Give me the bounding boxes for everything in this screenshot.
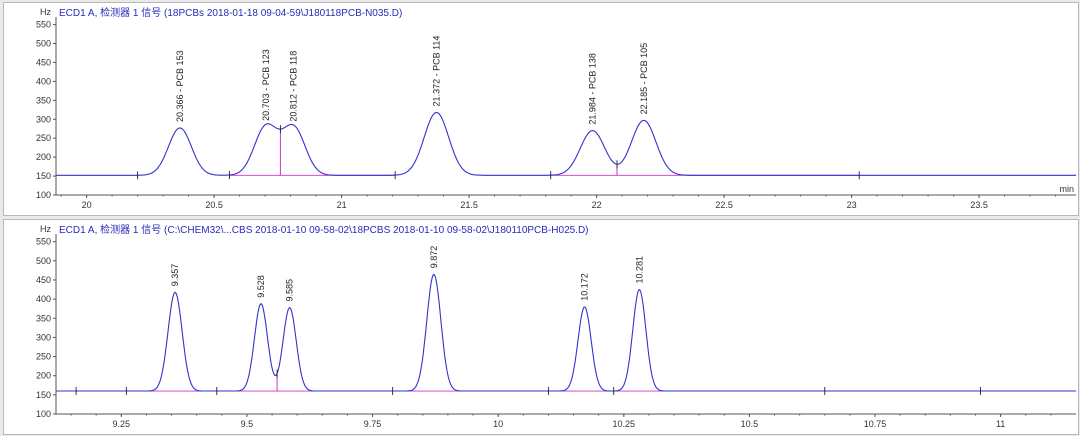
x-tick-label: 23 [847, 200, 857, 210]
x-axis-label: min [1059, 184, 1074, 194]
x-tick-label: 10.25 [613, 419, 636, 429]
y-tick-label: 250 [36, 133, 51, 143]
y-tick-label: 550 [36, 20, 51, 30]
signal-trace [56, 273, 1076, 392]
y-tick-label: 300 [36, 114, 51, 124]
y-axis-label: Hz [40, 7, 51, 17]
y-tick-label: 200 [36, 152, 51, 162]
chart-title: ECD1 A, 检测器 1 信号 (18PCBs 2018-01-18 09-0… [59, 8, 403, 19]
chromatogram-panel-1: ECD1 A, 检测器 1 信号 (18PCBs 2018-01-18 09-0… [3, 2, 1079, 216]
y-tick-label: 500 [36, 39, 51, 49]
x-tick-label: 22.5 [715, 200, 733, 210]
chromatogram-plot-1: 100 150 200 250 300 350 400 450 500 550 Hz 20 20.5 21… [36, 7, 1076, 210]
y-tick-label: 100 [36, 190, 51, 200]
x-tick-label: 9.75 [364, 419, 382, 429]
x-tick-label: 10 [493, 419, 503, 429]
peak-label: 10.281 [634, 256, 644, 284]
y-tick-label: 400 [36, 76, 51, 86]
x-tick-label: 22 [592, 200, 602, 210]
chromatogram-panel-2: ECD1 A, 检测器 1 信号 (C:\CHEM32\...CBS 2018-… [3, 219, 1079, 435]
x-tick-label: 20.5 [205, 200, 223, 210]
x-tick-label: 10.5 [741, 419, 759, 429]
x-tick-label: 20 [82, 200, 92, 210]
peak-label: 20.366 - PCB 153 [175, 50, 185, 122]
peak-label: 21.372 - PCB 114 [431, 36, 441, 107]
y-tick-label: 450 [36, 275, 51, 285]
peak-label: 20.812 - PCB 118 [289, 51, 299, 122]
signal-trace [56, 111, 1076, 176]
y-tick-label: 350 [36, 95, 51, 105]
y-tick-label: 150 [36, 171, 51, 181]
x-tick-label: 11 [996, 419, 1005, 429]
peak-label: 9.585 [285, 279, 295, 302]
peak-label: 20.703 - PCB 123 [261, 49, 271, 121]
peak-label: 9.357 [170, 264, 180, 287]
peak-label: 21.984 - PCB 138 [588, 53, 598, 125]
peak-label: 22.185 - PCB 105 [639, 43, 649, 115]
y-tick-label: 400 [36, 294, 51, 304]
chart-title: ECD1 A, 检测器 1 信号 (C:\CHEM32\...CBS 2018-… [59, 225, 589, 236]
x-tick-label: 21.5 [460, 200, 478, 210]
y-tick-label: 200 [36, 371, 51, 381]
peak-label: 9.872 [429, 246, 439, 269]
peak-label: 10.172 [580, 273, 590, 301]
y-tick-label: 550 [36, 237, 51, 247]
x-tick-label: 9.25 [113, 419, 131, 429]
y-tick-label: 450 [36, 57, 51, 67]
x-tick-label: 23.5 [970, 200, 988, 210]
y-tick-label: 250 [36, 352, 51, 362]
y-axis-label: Hz [40, 224, 51, 234]
y-tick-label: 100 [36, 409, 51, 419]
chromatogram-plot-2: 100 150 200 250 300 350 400 450 500 550 Hz 9.25 9.5 9… [36, 224, 1076, 429]
y-tick-label: 350 [36, 313, 51, 323]
x-tick-label: 10.75 [864, 419, 887, 429]
x-tick-label: 9.5 [241, 419, 254, 429]
y-tick-label: 500 [36, 256, 51, 266]
y-tick-label: 300 [36, 332, 51, 342]
y-tick-label: 150 [36, 390, 51, 400]
x-tick-label: 21 [337, 200, 347, 210]
peak-label: 9.528 [256, 275, 266, 298]
